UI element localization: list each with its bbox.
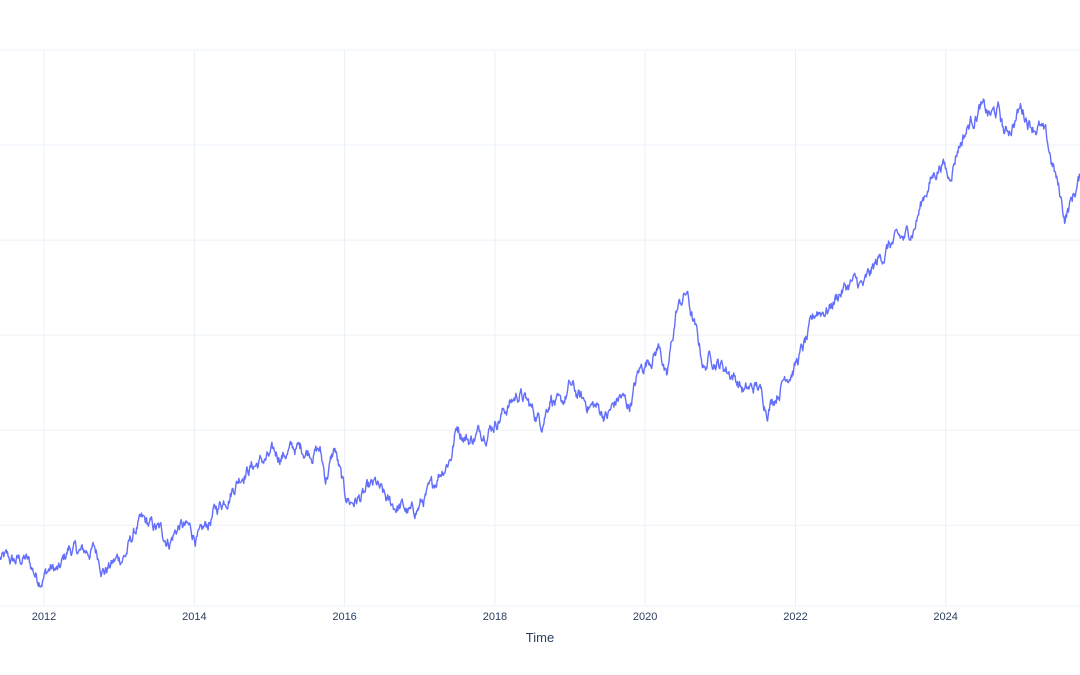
series-line-0 (0, 98, 1080, 588)
x-axis-ticks: 2012 2014 2016 2018 2020 2022 2024 (32, 611, 958, 623)
x-tick-label-2016: 2016 (332, 611, 356, 623)
x-axis-title: Time (526, 630, 554, 645)
x-tick-label-2022: 2022 (783, 611, 807, 623)
grid-lines (0, 49, 1080, 607)
x-tick-label-2018: 2018 (483, 611, 507, 623)
series-layer (0, 98, 1080, 588)
x-tick-label-2012: 2012 (32, 611, 56, 623)
x-tick-label-2024: 2024 (933, 611, 957, 623)
x-tick-label-2020: 2020 (633, 611, 657, 623)
x-tick-label-2014: 2014 (182, 611, 206, 623)
